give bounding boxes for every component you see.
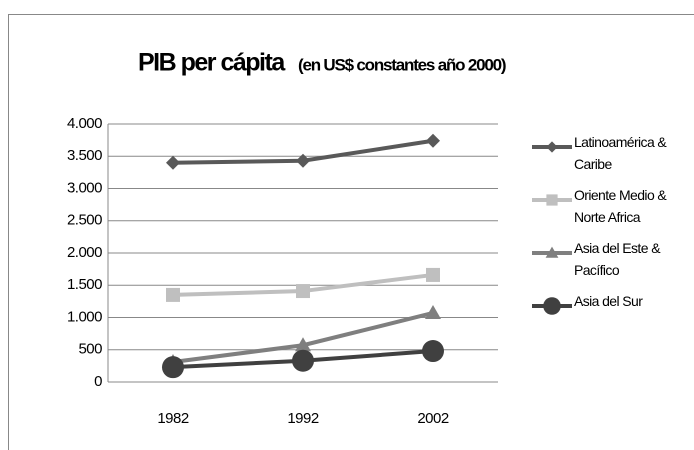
marker xyxy=(425,304,441,319)
legend-key xyxy=(532,297,572,315)
y-tick-label: 1.500 xyxy=(67,276,102,293)
marker xyxy=(546,141,558,153)
legend-entry: Latinoamérica & Caribe xyxy=(532,134,692,175)
x-tick-label: 2002 xyxy=(417,410,449,427)
legend-key xyxy=(532,246,572,258)
legend-label: Asia del Este & Pacífico xyxy=(574,240,661,278)
legend-entry: Asia del Sur xyxy=(532,293,692,315)
y-tick-label: 500 xyxy=(78,341,102,358)
marker xyxy=(422,340,444,363)
legend-entry: Asia del Este & Pacífico xyxy=(532,240,692,281)
legend-key xyxy=(532,141,572,153)
marker xyxy=(296,153,310,168)
marker xyxy=(296,284,310,299)
legend-label: Asia del Sur xyxy=(574,293,643,309)
x-tick-label: 1992 xyxy=(287,410,319,427)
y-tick-label: 2.500 xyxy=(67,212,102,229)
chart-frame xyxy=(8,14,694,450)
legend-label: Oriente Medio & Norte Africa xyxy=(574,187,667,225)
legend-key xyxy=(532,194,572,206)
marker xyxy=(295,337,311,352)
marker xyxy=(543,297,561,315)
marker xyxy=(426,267,440,282)
marker xyxy=(166,287,180,302)
marker xyxy=(426,133,440,148)
y-tick-label: 4.000 xyxy=(67,115,102,132)
chart-subtitle: (en US$ constantes año 2000) xyxy=(298,55,506,74)
x-tick-label: 1982 xyxy=(157,410,189,427)
marker xyxy=(546,194,558,206)
chart-title: PIB per cápita xyxy=(138,49,286,77)
marker xyxy=(162,356,184,379)
y-tick-label: 3.500 xyxy=(67,147,102,164)
marker xyxy=(166,155,180,170)
marker xyxy=(545,246,559,258)
y-tick-label: 0 xyxy=(94,373,102,390)
y-tick-label: 3.000 xyxy=(67,179,102,196)
legend: Latinoamérica & Caribe Oriente Medio & No… xyxy=(532,134,692,327)
y-tick-label: 2.000 xyxy=(67,244,102,261)
y-tick-label: 1.000 xyxy=(67,308,102,325)
legend-label: Latinoamérica & Caribe xyxy=(574,134,667,172)
legend-entry: Oriente Medio & Norte Africa xyxy=(532,187,692,228)
marker xyxy=(292,349,314,372)
